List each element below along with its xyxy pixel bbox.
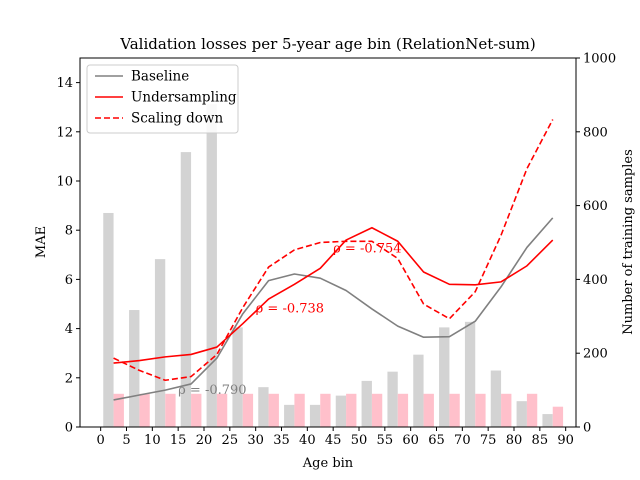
x-axis-label: Age bin bbox=[302, 456, 354, 471]
rho-annotation-1: ρ = -0.738 bbox=[256, 302, 324, 317]
x-tick-label-7: 35 bbox=[273, 433, 290, 448]
bar-pink-10 bbox=[371, 393, 383, 427]
bar-grey-8 bbox=[309, 404, 321, 427]
bar-grey-0 bbox=[103, 212, 114, 427]
bar-grey-6 bbox=[258, 387, 269, 427]
bar-pink-3 bbox=[191, 393, 202, 427]
x-tick-label-13: 65 bbox=[428, 433, 445, 448]
y-left-tick-label-6: 12 bbox=[56, 125, 73, 140]
x-tick-label-17: 85 bbox=[532, 433, 549, 448]
chart-title: Validation losses per 5-year age bin (Re… bbox=[119, 35, 535, 53]
bar-pink-13 bbox=[449, 393, 460, 427]
x-tick-label-16: 80 bbox=[506, 433, 523, 448]
legend-label-baseline: Baseline bbox=[131, 69, 189, 85]
bar-pink-7 bbox=[294, 393, 305, 427]
bar-grey-4 bbox=[206, 104, 217, 427]
y-left-tick-label-2: 4 bbox=[65, 322, 73, 337]
x-tick-label-11: 55 bbox=[377, 433, 394, 448]
bar-pink-16 bbox=[526, 393, 538, 427]
x-tick-label-1: 5 bbox=[122, 433, 130, 448]
y-right-tick-label-4: 800 bbox=[583, 125, 608, 140]
bar-grey-14 bbox=[464, 321, 476, 427]
rho-annotation-0: ρ = -0.790 bbox=[178, 383, 246, 398]
series-line-baseline bbox=[113, 217, 554, 401]
bar-grey-10 bbox=[361, 380, 372, 427]
bar-pink-15 bbox=[501, 393, 512, 427]
bar-grey-7 bbox=[284, 404, 295, 427]
bar-grey-16 bbox=[516, 401, 527, 427]
bar-pink-4 bbox=[216, 393, 228, 427]
rho-annotation-2: ρ = -0.754 bbox=[333, 241, 401, 256]
y-left-tick-label-0: 0 bbox=[65, 421, 73, 436]
x-tick-label-2: 10 bbox=[144, 433, 161, 448]
y-left-tick-label-4: 8 bbox=[65, 224, 73, 239]
series-line-scaling-down bbox=[113, 119, 554, 382]
x-tick-label-6: 30 bbox=[247, 433, 264, 448]
x-tick-label-3: 15 bbox=[170, 433, 187, 448]
bar-pink-1 bbox=[139, 393, 150, 427]
x-tick-label-9: 45 bbox=[325, 433, 342, 448]
x-tick-label-15: 75 bbox=[480, 433, 497, 448]
bar-grey-15 bbox=[490, 370, 502, 427]
bar-pink-2 bbox=[165, 393, 176, 427]
bar-grey-13 bbox=[439, 327, 450, 427]
legend: Baseline Undersampling Scaling down bbox=[86, 64, 239, 134]
bar-pink-17 bbox=[552, 406, 564, 427]
bar-grey-12 bbox=[413, 354, 424, 427]
series-line-undersampling bbox=[113, 226, 554, 364]
y-right-tick-label-0: 0 bbox=[583, 421, 591, 436]
bar-pink-8 bbox=[320, 393, 331, 427]
x-tick-label-12: 60 bbox=[402, 433, 419, 448]
y-right-tick-label-2: 400 bbox=[583, 273, 608, 288]
bar-pink-6 bbox=[268, 393, 279, 427]
bar-grey-9 bbox=[335, 395, 347, 427]
x-tick-label-8: 40 bbox=[299, 433, 316, 448]
y-axis-left-label: MAE bbox=[34, 226, 49, 258]
y-left-tick-label-3: 6 bbox=[65, 273, 73, 288]
bar-grey-17 bbox=[542, 414, 553, 427]
annotations-layer: ρ = -0.790 ρ = -0.738 ρ = -0.754 bbox=[178, 241, 401, 397]
x-axis: 0 5 10 15 20 25 30 35 40 45 50 55 60 65 70 75 80 85 90 bbox=[97, 427, 574, 448]
bar-pink-0 bbox=[113, 393, 124, 427]
legend-label-undersampling: Undersampling bbox=[131, 90, 237, 106]
bar-pink-9 bbox=[346, 393, 357, 427]
y-right-tick-label-1: 200 bbox=[583, 347, 608, 362]
legend-box bbox=[86, 64, 239, 134]
bar-pink-5 bbox=[242, 393, 254, 427]
bar-pink-11 bbox=[397, 393, 409, 427]
legend-label-scaling-down: Scaling down bbox=[131, 111, 223, 127]
x-tick-label-18: 90 bbox=[557, 433, 574, 448]
x-tick-label-10: 50 bbox=[351, 433, 368, 448]
x-tick-label-0: 0 bbox=[97, 433, 105, 448]
bar-pink-12 bbox=[423, 393, 434, 427]
bar-grey-5 bbox=[232, 327, 243, 427]
y-left-tick-label-7: 14 bbox=[56, 76, 73, 91]
y-axis-left: 0 2 4 6 8 10 12 14 bbox=[56, 76, 80, 436]
bar-grey-2 bbox=[154, 259, 166, 427]
bar-grey-11 bbox=[387, 371, 398, 427]
y-left-tick-label-1: 2 bbox=[65, 371, 73, 386]
lines-layer bbox=[113, 119, 554, 401]
x-tick-label-4: 20 bbox=[196, 433, 213, 448]
x-tick-label-5: 25 bbox=[222, 433, 239, 448]
y-axis-right-label: Number of training samples bbox=[621, 149, 636, 335]
y-left-tick-label-5: 10 bbox=[56, 175, 73, 190]
bar-pink-14 bbox=[475, 393, 486, 427]
plot-frame bbox=[79, 57, 577, 428]
y-axis-right: 0 200 400 600 800 1000 bbox=[576, 52, 616, 436]
y-right-tick-label-5: 1000 bbox=[583, 52, 616, 67]
bars-layer bbox=[103, 104, 564, 427]
bar-grey-3 bbox=[180, 152, 192, 427]
x-tick-label-14: 70 bbox=[454, 433, 471, 448]
y-right-tick-label-3: 600 bbox=[583, 199, 608, 214]
